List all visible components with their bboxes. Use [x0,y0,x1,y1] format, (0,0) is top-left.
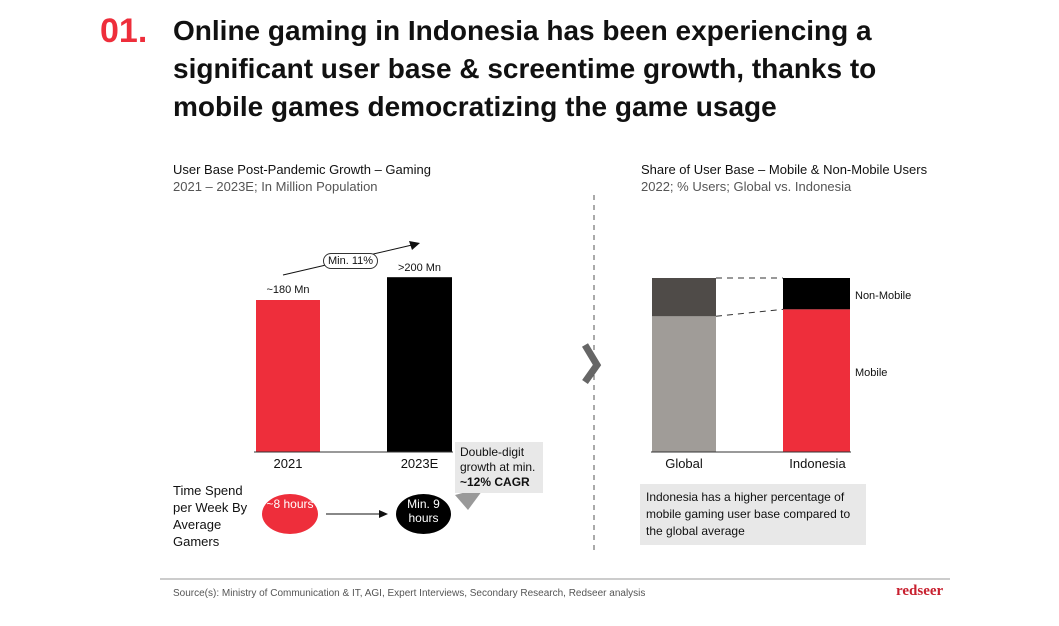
data-label-2021: ~180 Mn [266,284,310,296]
right-chart-subtitle: 2022; % Users; Global vs. Indonesia [641,179,852,194]
legend-non-mobile: Non-Mobile [855,290,912,302]
bar-mobile-Global [652,316,716,452]
callout-bold: ~12% CAGR [460,475,530,489]
data-label-2023e: >200 Mn [397,262,442,274]
left-chart-title: User Base Post-Pandemic Growth – Gaming [173,162,431,177]
bar-mobile-Indonesia [783,309,850,452]
time-2023-bubble: Min. 9 hours [396,494,451,534]
bar-2023E [387,277,452,452]
source-note: Source(s): Ministry of Communication & I… [173,588,646,599]
arrow-head-icon [379,510,388,518]
x-label-global: Global [665,456,703,471]
slide-number: 01. [100,12,148,50]
cagr-callout: Double-digit growth at min. ~12% CAGR [455,442,543,493]
growth-annotation: Min. 11% [323,253,379,269]
x-label-2021: 2021 [273,456,303,471]
bar-2021 [256,300,320,452]
arrow-head-icon [409,241,420,250]
callout-text: Double-digit growth at min. [460,445,536,474]
bar-non-mobile-Indonesia [783,278,850,310]
right-chart-title: Share of User Base – Mobile & Non-Mobile… [641,162,928,177]
bar-non-mobile-Global [652,278,716,317]
x-label-indonesia: Indonesia [789,456,846,471]
time-2021-bubble: ~8 hours [262,494,318,534]
time-spend-label: Time Spend per Week By Average Gamers [173,483,248,549]
left-chart-subtitle: 2021 – 2023E; In Million Population [173,179,378,194]
redseer-logo: redseer [896,583,944,599]
x-label-2023e: 2023E [400,456,439,471]
connector-mid [715,308,784,317]
chevron-right-icon [581,343,602,385]
slide-title: Online gaming in Indonesia has been expe… [173,15,877,122]
legend-mobile: Mobile [855,367,888,379]
insight-box: Indonesia has a higher percentage of mob… [640,484,866,545]
